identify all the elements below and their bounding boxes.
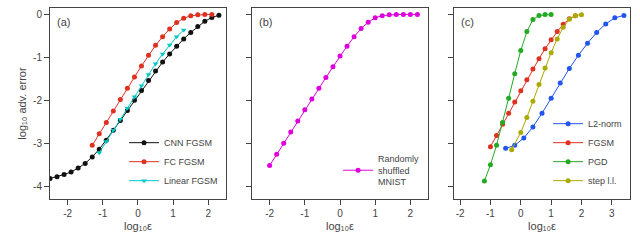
svg-text:0: 0: [36, 9, 42, 20]
svg-text:log₁₀ adv. error: log₁₀ adv. error: [16, 67, 28, 140]
svg-text:-1: -1: [486, 208, 495, 219]
svg-text:1: 1: [548, 208, 554, 219]
svg-text:2: 2: [206, 208, 212, 219]
svg-text:log₁₀ε: log₁₀ε: [326, 220, 354, 232]
svg-text:CNN FGSM: CNN FGSM: [164, 138, 212, 148]
svg-text:RandomlyshuffledMNIST: RandomlyshuffledMNIST: [378, 154, 419, 187]
svg-text:-3: -3: [33, 138, 42, 149]
svg-text:-2: -2: [33, 95, 42, 106]
svg-text:(c): (c): [461, 16, 474, 28]
svg-text:0: 0: [135, 208, 141, 219]
svg-text:-1: -1: [98, 208, 107, 219]
svg-text:FGSM: FGSM: [588, 138, 614, 148]
svg-text:2: 2: [408, 208, 414, 219]
svg-text:-4: -4: [33, 181, 42, 192]
svg-text:log₁₀ε: log₁₀ε: [124, 220, 152, 232]
svg-text:1: 1: [170, 208, 176, 219]
svg-text:PGD: PGD: [588, 157, 608, 167]
svg-text:2: 2: [579, 208, 585, 219]
svg-text:(a): (a): [57, 16, 70, 28]
svg-text:3: 3: [609, 208, 615, 219]
svg-text:0: 0: [337, 208, 343, 219]
svg-text:log₁₀ε: log₁₀ε: [528, 220, 556, 232]
svg-text:-1: -1: [33, 52, 42, 63]
svg-text:step l.l.: step l.l.: [588, 176, 617, 186]
svg-text:(b): (b): [259, 16, 272, 28]
svg-text:-1: -1: [300, 208, 309, 219]
svg-text:Linear FGSM: Linear FGSM: [164, 176, 218, 186]
svg-text:L2-norm: L2-norm: [588, 119, 622, 129]
svg-text:1: 1: [372, 208, 378, 219]
svg-text:-2: -2: [265, 208, 274, 219]
svg-text:FC FGSM: FC FGSM: [164, 157, 205, 167]
svg-text:-2: -2: [456, 208, 465, 219]
svg-text:-2: -2: [63, 208, 72, 219]
svg-text:0: 0: [518, 208, 524, 219]
